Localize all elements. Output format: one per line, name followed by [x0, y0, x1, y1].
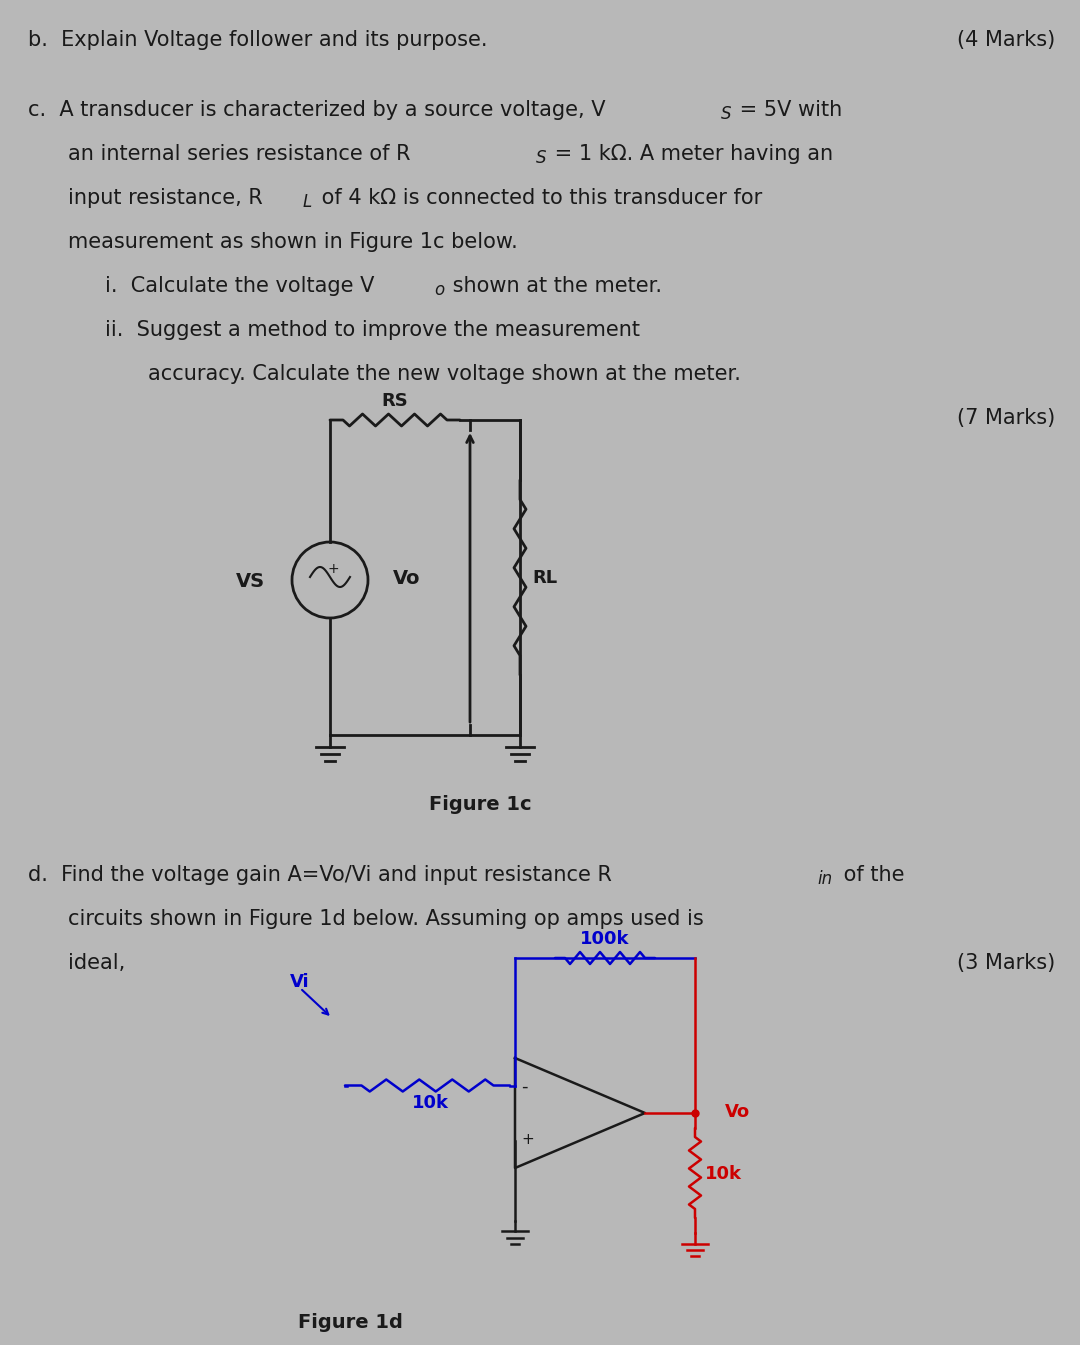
Text: Vi: Vi	[291, 972, 310, 991]
Text: 10k: 10k	[411, 1093, 448, 1111]
Text: d.  Find the voltage gain A=Vo/Vi and input resistance R: d. Find the voltage gain A=Vo/Vi and inp…	[28, 865, 612, 885]
Text: = 5V with: = 5V with	[733, 100, 842, 120]
Text: an internal series resistance of R: an internal series resistance of R	[68, 144, 410, 164]
Text: L: L	[303, 192, 312, 211]
Text: (4 Marks): (4 Marks)	[957, 30, 1055, 50]
Text: = 1 kΩ. A meter having an: = 1 kΩ. A meter having an	[548, 144, 833, 164]
Text: c.  A transducer is characterized by a source voltage, V: c. A transducer is characterized by a so…	[28, 100, 606, 120]
Text: shown at the meter.: shown at the meter.	[446, 276, 662, 296]
Text: 100k: 100k	[580, 929, 630, 948]
Text: S: S	[721, 105, 731, 122]
Text: (3 Marks): (3 Marks)	[957, 954, 1055, 972]
Text: in: in	[816, 870, 832, 888]
Text: ii.  Suggest a method to improve the measurement: ii. Suggest a method to improve the meas…	[105, 320, 640, 340]
Text: S: S	[536, 149, 546, 167]
Text: -: -	[521, 1077, 527, 1095]
Text: measurement as shown in Figure 1c below.: measurement as shown in Figure 1c below.	[68, 231, 517, 252]
Text: +: +	[521, 1132, 534, 1147]
Text: accuracy. Calculate the new voltage shown at the meter.: accuracy. Calculate the new voltage show…	[148, 364, 741, 385]
Text: Vo: Vo	[392, 569, 420, 588]
Text: Figure 1c: Figure 1c	[429, 795, 531, 814]
Text: (7 Marks): (7 Marks)	[957, 408, 1055, 428]
Text: RS: RS	[381, 391, 408, 410]
Text: Figure 1d: Figure 1d	[298, 1313, 403, 1332]
Text: input resistance, R: input resistance, R	[68, 188, 262, 208]
Text: ideal,: ideal,	[68, 954, 125, 972]
Text: 10k: 10k	[705, 1165, 742, 1184]
Text: of the: of the	[837, 865, 905, 885]
Text: VS: VS	[235, 572, 265, 590]
Text: RL: RL	[532, 569, 557, 586]
Text: i.  Calculate the voltage V: i. Calculate the voltage V	[105, 276, 375, 296]
Text: +: +	[327, 562, 339, 576]
Text: circuits shown in Figure 1d below. Assuming op amps used is: circuits shown in Figure 1d below. Assum…	[68, 909, 704, 929]
Text: b.  Explain Voltage follower and its purpose.: b. Explain Voltage follower and its purp…	[28, 30, 487, 50]
Text: of 4 kΩ is connected to this transducer for: of 4 kΩ is connected to this transducer …	[315, 188, 762, 208]
Text: Vo: Vo	[725, 1103, 751, 1120]
Text: o: o	[434, 281, 444, 299]
